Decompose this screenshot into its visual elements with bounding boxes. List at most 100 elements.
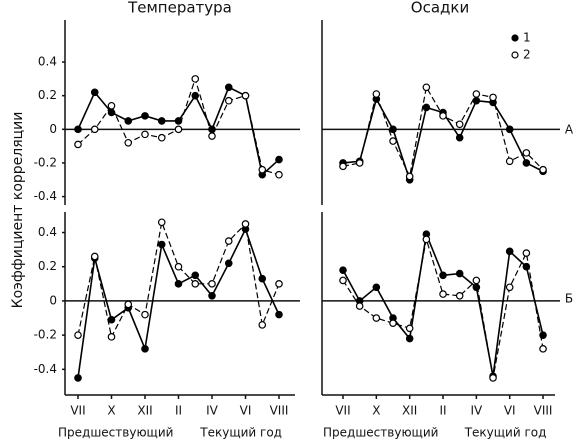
period-label: Текущий год: [199, 426, 282, 440]
y-tick-label: -0.2: [34, 328, 57, 342]
data-point: [74, 331, 82, 339]
data-point: [455, 269, 464, 278]
data-point: [107, 101, 116, 110]
data-point: [208, 280, 216, 288]
y-tick-label: 0.4: [38, 225, 57, 239]
data-point: [241, 220, 250, 228]
x-tick-label: II: [175, 404, 182, 418]
data-point: [74, 125, 82, 134]
x-tick-label: VII: [70, 404, 85, 418]
y-tick-label: -0.4: [34, 362, 57, 376]
legend-marker: [511, 34, 519, 42]
data-point: [489, 374, 497, 382]
data-point: [174, 280, 183, 288]
y-tick-label: -0.4: [34, 189, 57, 203]
data-point: [174, 262, 183, 271]
data-point: [258, 321, 267, 329]
panel-title: Температура: [127, 0, 232, 17]
data-point: [505, 157, 514, 166]
data-point: [455, 120, 464, 129]
data-point: [372, 90, 381, 98]
data-point: [389, 125, 397, 134]
data-point: [455, 133, 464, 142]
row-label: Б: [565, 292, 573, 306]
data-point: [107, 333, 116, 341]
data-point: [258, 274, 267, 283]
data-point: [339, 162, 347, 171]
data-point: [208, 292, 216, 300]
y-axis-label: Коэффициент корреляции: [10, 112, 26, 309]
series-line: [342, 231, 544, 377]
data-point: [275, 280, 283, 288]
x-tick-label: XII: [402, 404, 417, 418]
data-point: [275, 310, 283, 319]
data-point: [405, 334, 414, 343]
data-point: [174, 125, 183, 134]
y-tick-label: 0.2: [38, 88, 57, 102]
data-point: [355, 302, 364, 310]
period-label: Предшествующий: [323, 426, 438, 440]
data-point: [439, 290, 447, 298]
data-point: [539, 165, 547, 174]
data-point: [472, 96, 481, 105]
data-point: [339, 266, 347, 274]
data-point: [275, 170, 283, 179]
data-point: [141, 310, 149, 319]
legend-label: 2: [523, 48, 531, 62]
x-tick-label: X: [107, 404, 115, 418]
data-point: [90, 252, 99, 261]
data-point: [405, 324, 414, 333]
data-point: [522, 249, 531, 257]
series-line: [77, 227, 280, 379]
data-point: [74, 140, 82, 149]
data-point: [124, 138, 133, 147]
x-tick-label: VIII: [270, 404, 289, 418]
data-point: [489, 93, 497, 102]
data-point: [355, 159, 364, 167]
y-tick-label: -0.2: [34, 155, 57, 169]
data-point: [389, 137, 397, 145]
data-point: [439, 112, 447, 120]
data-point: [107, 315, 116, 324]
x-tick-label: VI: [240, 404, 252, 418]
data-point: [191, 75, 200, 83]
data-point: [505, 125, 514, 134]
data-point: [157, 240, 166, 249]
data-point: [141, 112, 149, 120]
data-point: [74, 374, 82, 382]
panel-title: Осадки: [411, 0, 469, 17]
data-point: [439, 271, 447, 280]
data-point: [422, 235, 431, 244]
data-point: [389, 319, 397, 327]
data-point: [422, 103, 431, 112]
legend-label: 1: [523, 31, 531, 45]
data-point: [472, 283, 481, 292]
data-point: [372, 314, 381, 322]
y-tick-label: 0.4: [38, 55, 57, 69]
data-point: [191, 280, 200, 288]
data-point: [141, 130, 149, 139]
data-point: [224, 83, 233, 92]
data-point: [505, 283, 514, 292]
data-point: [157, 218, 166, 227]
y-tick-label: 0.2: [38, 259, 57, 273]
data-point: [505, 247, 514, 256]
data-point: [522, 159, 531, 167]
data-point: [275, 155, 283, 164]
x-tick-label: VIII: [534, 404, 553, 418]
data-point: [124, 300, 133, 309]
data-point: [224, 237, 233, 245]
data-point: [539, 345, 547, 353]
data-point: [455, 292, 464, 300]
series-line: [342, 239, 544, 379]
y-tick-label: 0: [49, 122, 57, 136]
period-label: Текущий год: [464, 426, 547, 440]
data-point: [422, 83, 431, 92]
data-point: [90, 88, 99, 97]
data-point: [372, 283, 381, 292]
row-label: А: [565, 123, 574, 137]
x-tick-label: IV: [206, 404, 219, 418]
data-point: [208, 132, 216, 140]
data-point: [339, 276, 347, 285]
